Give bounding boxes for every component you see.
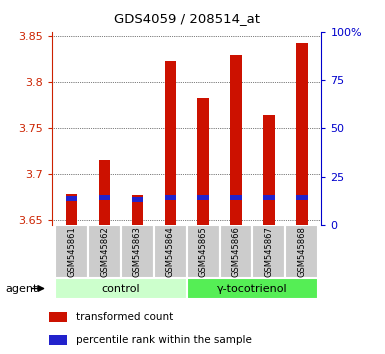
Bar [49, 335, 67, 346]
Bar [49, 312, 67, 322]
Text: GDS4059 / 208514_at: GDS4059 / 208514_at [114, 12, 260, 25]
Bar [88, 225, 121, 278]
Bar [296, 195, 308, 200]
Text: γ-tocotrienol: γ-tocotrienol [217, 284, 288, 293]
Text: percentile rank within the sample: percentile rank within the sample [76, 335, 252, 346]
Text: agent: agent [5, 284, 37, 294]
Bar [66, 194, 77, 225]
Text: GSM545867: GSM545867 [264, 226, 273, 277]
Bar [263, 195, 275, 200]
Bar [132, 197, 143, 202]
Bar [164, 61, 176, 225]
Bar [285, 225, 318, 278]
Text: GSM545866: GSM545866 [231, 226, 241, 277]
Bar [66, 196, 77, 201]
Bar [132, 195, 143, 225]
Text: GSM545864: GSM545864 [166, 226, 175, 277]
Text: GSM545862: GSM545862 [100, 226, 109, 277]
Bar [154, 225, 187, 278]
Bar [55, 278, 187, 299]
Bar [164, 195, 176, 200]
Text: GSM545863: GSM545863 [133, 226, 142, 277]
Bar [219, 225, 253, 278]
Bar [253, 225, 285, 278]
Text: transformed count: transformed count [76, 312, 173, 322]
Bar [230, 55, 242, 225]
Bar [187, 278, 318, 299]
Text: GSM545861: GSM545861 [67, 226, 76, 277]
Bar [263, 115, 275, 225]
Bar [198, 98, 209, 225]
Bar [198, 195, 209, 200]
Bar [99, 195, 110, 200]
Bar [99, 160, 110, 225]
Bar [187, 225, 219, 278]
Bar [55, 225, 88, 278]
Text: control: control [102, 284, 140, 293]
Text: GSM545865: GSM545865 [199, 226, 208, 277]
Bar [230, 195, 242, 200]
Text: GSM545868: GSM545868 [297, 226, 306, 277]
Bar [121, 225, 154, 278]
Bar [296, 43, 308, 225]
